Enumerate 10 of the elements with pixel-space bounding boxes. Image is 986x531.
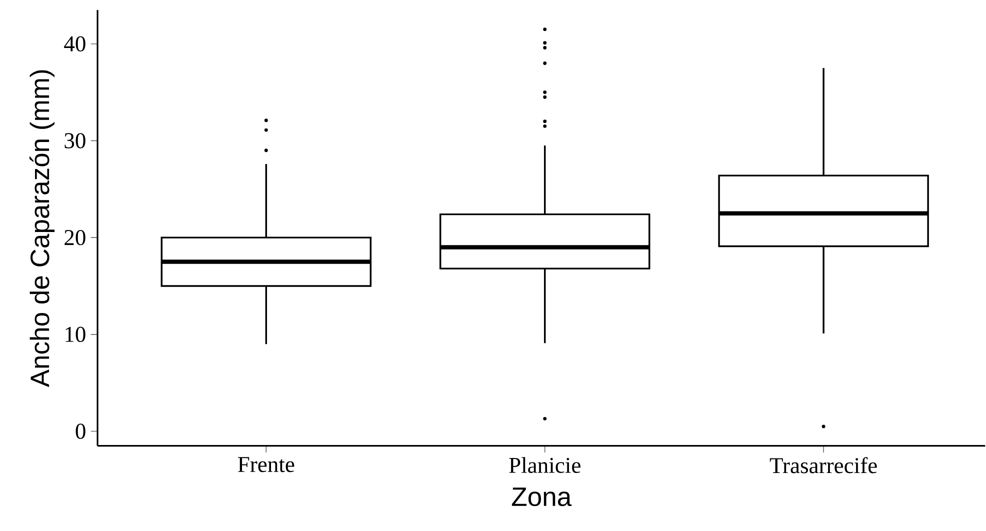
y-tick-label: 10 xyxy=(66,326,86,342)
y-tick-label: 40 xyxy=(64,36,86,52)
x-tick-label: Frente xyxy=(238,456,294,472)
y-tick-label: 0 xyxy=(76,423,86,439)
y-axis-title: Ancho de Caparazón (mm) xyxy=(30,70,55,387)
x-axis-title: Zona xyxy=(512,487,572,506)
y-tick-label: 30 xyxy=(64,132,86,148)
x-tick-label: Planicie xyxy=(509,456,580,473)
x-tick-label: Trasarrecife xyxy=(770,456,877,474)
y-tick-label: 20 xyxy=(64,230,86,245)
